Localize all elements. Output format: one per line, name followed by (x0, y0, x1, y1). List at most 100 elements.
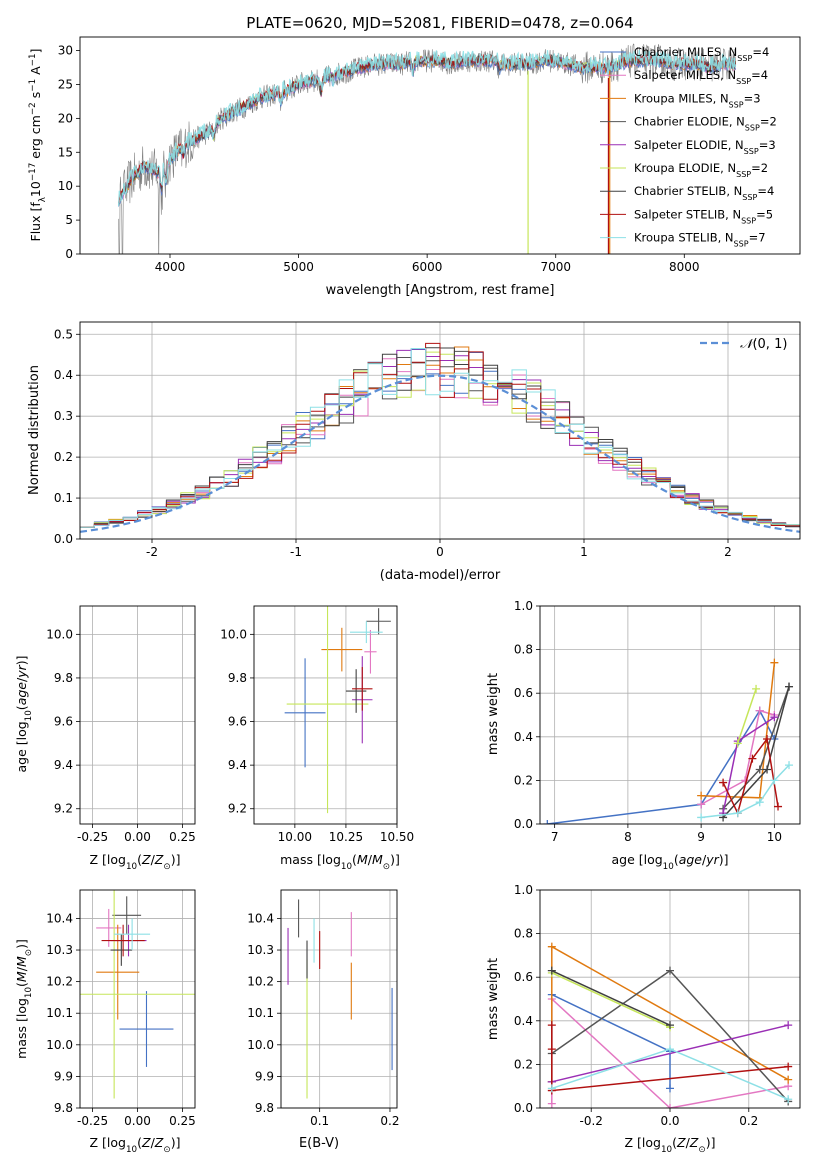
y-tick-label: 10.4 (247, 911, 274, 925)
y-tick-label: 1.0 (514, 883, 533, 897)
label-part: age (14, 682, 29, 706)
label-part: ⊙ (163, 862, 170, 872)
plus-marker (755, 765, 764, 774)
plus-marker (547, 1084, 556, 1093)
label-part: yr (14, 664, 29, 678)
y-tick-label: 10.2 (46, 975, 73, 989)
label-part: 10 (24, 987, 34, 998)
plus-marker (755, 706, 764, 715)
mass-vs-z-frame (79, 889, 196, 1109)
x-tick-label: -0.25 (77, 830, 108, 844)
plus-marker (547, 1099, 556, 1108)
label-part: =2 (751, 161, 768, 175)
label-part: ⊙ (383, 862, 390, 872)
ebv-x-label: E(B-V) (299, 1136, 339, 1151)
y-tick-label: 0 (65, 247, 73, 261)
spectrum-x-label: wavelength [Angstrom, rest frame] (326, 283, 555, 298)
legend-entry: Kroupa MILES, NSSP=3 (634, 91, 761, 109)
histogram-axes: -2 -1 0 1 2 0.0 0.1 0.2 0.3 0.4 0.5 (54, 322, 800, 559)
age-vs-z-frame (79, 605, 196, 825)
mass-weight-vs-z-lines (547, 942, 793, 1108)
y-tick-label: 0.8 (514, 927, 533, 941)
plus-marker (784, 1075, 793, 1084)
label-part: / (151, 1135, 156, 1150)
label-part: ⊙ (698, 1145, 705, 1155)
label-part: λ (38, 197, 48, 202)
label-part: )] (171, 852, 181, 867)
label-part: Z (676, 1135, 686, 1150)
label-part: SSP (744, 146, 759, 155)
label-part: 10 (126, 862, 137, 872)
mass-vs-ebv-points (287, 899, 393, 1099)
spectrum-frame (79, 36, 801, 255)
y-tick-label: 0.0 (54, 532, 73, 546)
plus-marker (666, 1084, 674, 1093)
label-part: / (702, 852, 707, 867)
label-part: )] (390, 852, 400, 867)
label-part: ( (672, 1135, 677, 1150)
label-part: erg cm (28, 115, 43, 163)
x-tick-label: 0.25 (169, 1114, 196, 1128)
label-part: )] (719, 852, 729, 867)
label-part: SSP (736, 77, 751, 86)
mass-weight-series-2 (701, 662, 776, 799)
x-tick-label: -2 (146, 545, 158, 559)
spectrum-axes: 4000 5000 6000 7000 8000 0 5 10 15 20 25 30 (58, 44, 700, 274)
label-part: A (28, 66, 43, 79)
label-part: ( (14, 705, 29, 710)
x-tick-label: 6000 (412, 260, 443, 274)
plus-marker (770, 713, 779, 722)
plus-marker (748, 754, 757, 763)
label-part: 10 (341, 862, 352, 872)
label-part: =4 (757, 184, 774, 198)
label-part: Z (154, 852, 164, 867)
plus-marker (547, 1021, 556, 1030)
label-part: Z (141, 852, 151, 867)
label-part: −17 (28, 163, 38, 181)
y-tick-label: 0.8 (514, 643, 533, 657)
y-tick-label: 9.6 (54, 715, 73, 729)
label-part: 10 (663, 862, 674, 872)
plus-marker (763, 765, 772, 774)
mass-weight-z-ylabel: mass weight (486, 958, 501, 1040)
mass-weight-series-7 (551, 1025, 789, 1092)
mass-weight-z-xlabel: Z [log10(Z/Z⊙)] (625, 1135, 716, 1155)
mass-vs-z: -0.25 0.00 0.25 9.8 9.9 10.0 10.1 10.2 10.3 10.4 (46, 890, 196, 1128)
mass-weight-age-ylabel: mass weight (486, 673, 501, 755)
label-part: ⊙ (163, 1145, 170, 1155)
y-tick-label: 9.9 (255, 1069, 274, 1083)
label-part: SSP (741, 216, 756, 225)
plus-marker (784, 1062, 793, 1071)
label-part: age [log (14, 721, 29, 772)
label-part: / (151, 852, 156, 867)
y-tick-label: 0.2 (54, 450, 73, 464)
label-part: =4 (752, 45, 769, 59)
label-part: Chabrier ELODIE, N (634, 115, 745, 129)
y-tick-label: 5 (65, 213, 73, 227)
y-tick-label: 0.2 (514, 1057, 533, 1071)
residual-histogram-8 (80, 348, 800, 539)
plus-marker (697, 791, 706, 800)
y-tick-label: 9.8 (54, 1101, 73, 1115)
label-part: Salpeter STELIB, N (634, 207, 741, 221)
label-part: Z (154, 1135, 164, 1150)
legend-entry: Chabrier ELODIE, NSSP=2 (634, 115, 777, 133)
label-part: Chabrier MILES, N (634, 45, 737, 59)
label-part: SSP (734, 239, 749, 248)
plus-marker (697, 813, 706, 822)
label-part: ] (28, 49, 43, 54)
label-part: age [log (611, 852, 662, 867)
x-tick-label: -0.25 (77, 1114, 108, 1128)
y-tick-label: 9.6 (228, 715, 247, 729)
label-part: SSP (736, 170, 751, 179)
plus-marker (784, 1095, 793, 1104)
label-part: s (28, 92, 43, 103)
label-part: M (357, 852, 368, 867)
y-tick-label: 9.8 (255, 1101, 274, 1115)
label-part: −1 (28, 79, 38, 92)
x-tick-label: 8 (624, 830, 632, 844)
y-tick-label: 10.0 (46, 627, 73, 641)
label-part: )] (706, 1135, 716, 1150)
label-part: =4 (751, 68, 768, 82)
x-tick-label: 4000 (155, 260, 186, 274)
